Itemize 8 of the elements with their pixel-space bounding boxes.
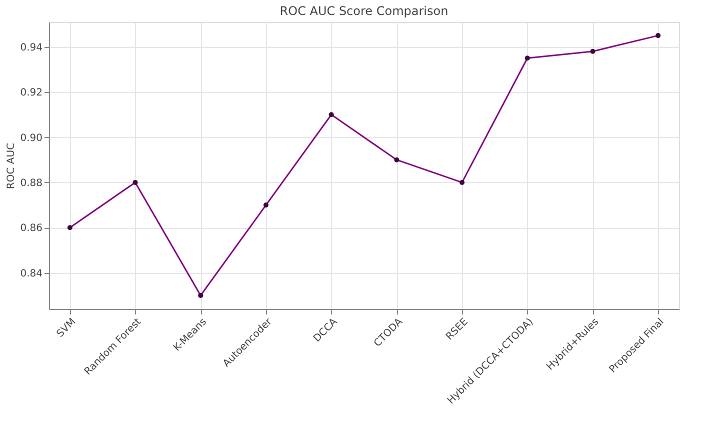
chart-title: ROC AUC Score Comparison bbox=[280, 4, 448, 18]
y-tick-label: 0.94 bbox=[20, 42, 42, 54]
y-tick-label: 0.92 bbox=[20, 88, 42, 99]
y-axis-title: ROC AUC bbox=[6, 142, 18, 190]
y-tick-label: 0.90 bbox=[20, 132, 42, 144]
y-tick-label: 0.84 bbox=[20, 268, 42, 280]
y-tick-label: 0.88 bbox=[20, 178, 42, 189]
y-tick-label: 0.86 bbox=[20, 223, 42, 234]
